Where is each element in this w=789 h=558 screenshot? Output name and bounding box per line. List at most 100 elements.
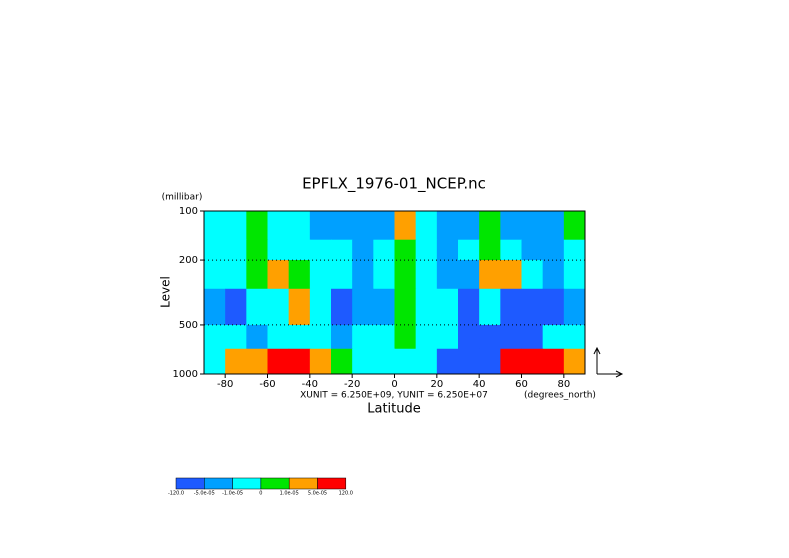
contour-cell (500, 288, 522, 326)
contour-cell (225, 348, 247, 375)
contour-cell (331, 239, 353, 261)
contour-cell (563, 239, 586, 261)
contour-cell (542, 239, 565, 261)
x-tick-label: -20 (344, 379, 360, 390)
y-tick-label: 100 (179, 206, 198, 217)
contour-cell (415, 324, 438, 350)
contour-cell (479, 348, 501, 375)
contour-cell (288, 288, 311, 326)
x-tick-label: 0 (391, 379, 397, 390)
colorbar-label: -1.0e-05 (222, 491, 243, 497)
x-tick-label: 40 (473, 379, 486, 390)
colorbar-label: 5.0e-05 (308, 491, 327, 497)
x-tick-label: -80 (217, 379, 233, 390)
contour-cell (394, 211, 417, 241)
contour-cell (458, 348, 480, 375)
contour-cell (415, 348, 438, 375)
contour-cell (415, 260, 438, 290)
contour-cell (479, 260, 501, 290)
contour-cell (267, 239, 290, 261)
contour-cell (479, 211, 501, 241)
contour-cell (225, 260, 247, 290)
x-tick-label: 60 (515, 379, 528, 390)
contour-cell (225, 288, 247, 326)
contour-cell (331, 348, 353, 375)
contour-cell (415, 211, 438, 241)
contour-cell (204, 211, 226, 241)
contour-cell (394, 348, 417, 375)
contour-cell (267, 260, 290, 290)
contour-cell (394, 239, 417, 261)
contour-cell (331, 288, 353, 326)
contour-cell (331, 260, 353, 290)
contour-cell (521, 211, 544, 241)
contour-cell (373, 239, 395, 261)
contour-cell (373, 211, 395, 241)
contour-cell (352, 260, 374, 290)
contour-cell (521, 239, 544, 261)
y-axis-label: Level (159, 276, 173, 308)
contour-cell (246, 324, 268, 350)
contour-cell (563, 348, 586, 375)
contour-cell (309, 260, 332, 290)
y-unit: (millibar) (162, 193, 203, 203)
contour-cell (521, 348, 544, 375)
contour-cell (373, 288, 395, 326)
contour-cell (394, 288, 417, 326)
contour-cell (458, 211, 480, 241)
colorbar-swatch (260, 477, 290, 490)
contour-cell (415, 239, 438, 261)
contour-cell (267, 324, 290, 350)
contour-cell (373, 348, 395, 375)
colorbar-swatch (317, 477, 347, 490)
contour-cell (331, 211, 353, 241)
contour-cell (246, 260, 268, 290)
contour-cell (542, 288, 565, 326)
colorbar-swatch (175, 477, 205, 490)
contour-cell (500, 239, 522, 261)
contour-cell (500, 324, 522, 350)
contour-cell (225, 324, 247, 350)
contour-cell (309, 239, 332, 261)
contour-cell (309, 348, 332, 375)
contour-cell (563, 324, 586, 350)
contour-cell (458, 239, 480, 261)
contour-cell (352, 324, 374, 350)
contour-cell (204, 348, 226, 375)
contour-cell (267, 288, 290, 326)
contour-cell (521, 260, 544, 290)
contour-cell (500, 348, 522, 375)
contour-cell (436, 348, 459, 375)
contour-cell (436, 211, 459, 241)
colorbar-swatch (204, 477, 233, 490)
contour-cell (204, 324, 226, 350)
contour-cell (204, 239, 226, 261)
contour-cell (500, 260, 522, 290)
contour-cell (288, 348, 311, 375)
reference-arrow (593, 346, 624, 378)
contour-cell (309, 288, 332, 326)
contour-cell (436, 288, 459, 326)
y-tick-label: 500 (179, 320, 198, 331)
contour-cell (521, 324, 544, 350)
contour-cell (246, 239, 268, 261)
contour-cell (394, 324, 417, 350)
contour-cell (479, 288, 501, 326)
contour-cell (521, 288, 544, 326)
contour-cell (204, 288, 226, 326)
contour-cell (373, 260, 395, 290)
colorbar-label: -5.0e-05 (194, 491, 215, 497)
contour-cell (373, 324, 395, 350)
contour-cell (288, 324, 311, 350)
contour-cell (225, 211, 247, 241)
colorbar-label: 0 (259, 491, 262, 497)
x-axis-label: Latitude (367, 402, 421, 417)
contour-cell (458, 324, 480, 350)
x-tick-label: -60 (259, 379, 275, 390)
x-unit: (degrees_north) (524, 391, 596, 401)
contour-cell (500, 211, 522, 241)
colorbar-label: 1.0e-05 (280, 491, 299, 497)
contour-cell (479, 324, 501, 350)
contour-cell (352, 211, 374, 241)
